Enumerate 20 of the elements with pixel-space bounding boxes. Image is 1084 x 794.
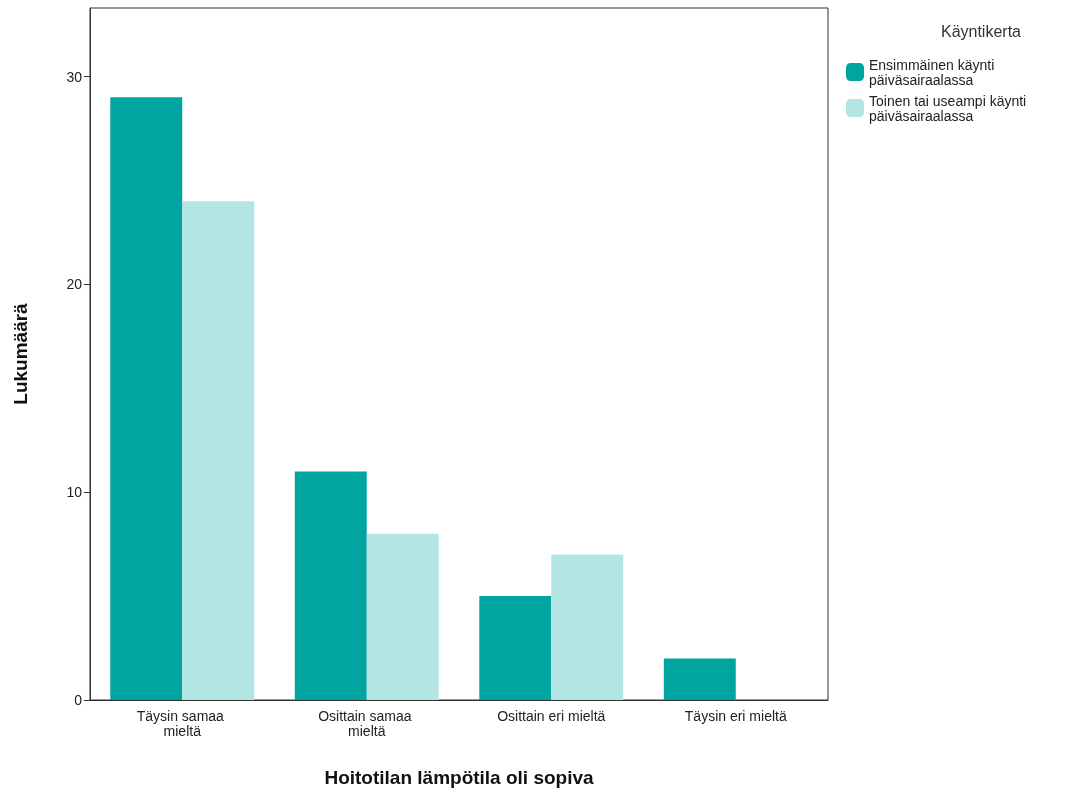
- x-tick-label: Osittain eri mieltä: [497, 707, 606, 724]
- bar: [479, 596, 552, 700]
- y-tick-label: 10: [66, 484, 83, 501]
- legend-title: Käyntikerta: [940, 22, 1022, 40]
- bar: [663, 658, 736, 700]
- legend-label: Toinen tai useampi käynti päiväsairaalassa: [869, 92, 1031, 124]
- y-tick-label: 20: [66, 276, 83, 293]
- y-tick-label: 30: [66, 68, 83, 85]
- x-tick-label: Osittain samaa mieltä: [318, 707, 416, 739]
- bar: [551, 554, 624, 700]
- bar: [110, 97, 183, 700]
- bar: [182, 201, 255, 700]
- x-tick-label: Täysin eri mieltä: [684, 707, 787, 724]
- bar: [366, 533, 439, 700]
- y-axis-title: Lukumäärä: [10, 302, 31, 405]
- x-tick-label: Täysin samaa mieltä: [136, 707, 228, 739]
- x-axis-title: Hoitotilan lämpötila oli sopiva: [324, 767, 595, 788]
- legend-label: Ensimmäinen käynti päiväsairaalassa: [869, 56, 999, 88]
- bar: [294, 471, 367, 700]
- y-tick-label: 0: [74, 692, 83, 708]
